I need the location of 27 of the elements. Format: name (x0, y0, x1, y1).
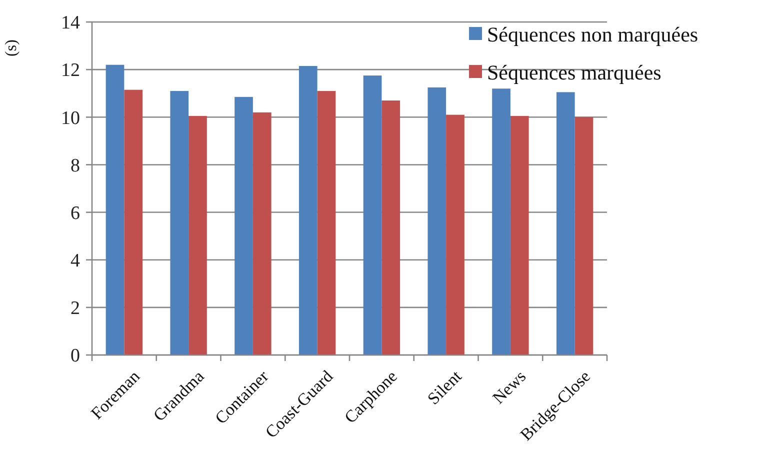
y-tick-label: 0 (70, 346, 80, 367)
y-tick-label: 4 (70, 250, 80, 272)
bar (106, 64, 124, 355)
bar (574, 117, 594, 355)
y-tick-label: 10 (61, 108, 80, 129)
y-tick-label: 14 (61, 12, 80, 34)
y-tick-label: 12 (61, 60, 80, 82)
bar (382, 100, 400, 355)
bar (124, 90, 143, 355)
bar (252, 112, 272, 355)
bar (317, 90, 336, 355)
legend-label: Séquences non marquées (487, 22, 698, 46)
bar (556, 92, 575, 355)
bar (234, 96, 253, 355)
bar (510, 116, 529, 355)
bar (298, 66, 318, 355)
bar (492, 88, 510, 355)
y-axis-title: (s) (3, 40, 20, 56)
bar (363, 76, 382, 355)
legend-label: Séquences marquées (487, 60, 662, 84)
bar (446, 114, 464, 355)
bar (170, 90, 189, 355)
bar (428, 87, 446, 355)
y-tick-label: 6 (70, 202, 80, 224)
y-tick-label: 8 (70, 155, 80, 176)
bar (188, 116, 207, 355)
y-tick-label: 2 (70, 298, 80, 320)
